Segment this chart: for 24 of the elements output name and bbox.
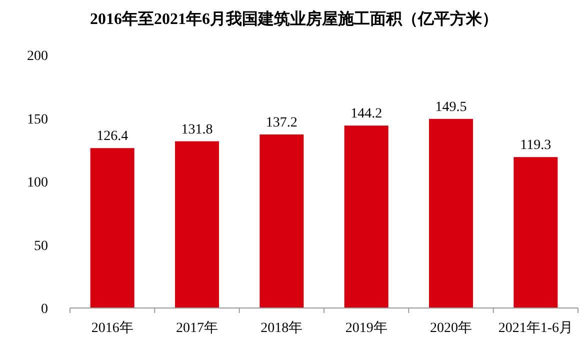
- bar: [428, 118, 474, 308]
- y-tick-label: 200: [27, 49, 48, 64]
- data-label: 144.2: [350, 106, 382, 122]
- chart-title: 2016年至2021年6月我国建筑业房屋施工面积（亿平方米）: [90, 9, 498, 28]
- bar: [260, 134, 304, 308]
- data-label: 131.8: [181, 122, 213, 138]
- y-tick-label: 50: [34, 238, 48, 254]
- data-label: 126.4: [96, 129, 128, 144]
- x-tick-label: 2021年1-6月: [498, 320, 574, 336]
- x-tick-label: 2017年: [176, 320, 218, 336]
- bar: [90, 148, 134, 308]
- x-tick-label: 2020年: [430, 320, 472, 336]
- x-tick-label: 2019年: [345, 320, 388, 336]
- x-tick-label: 2016年: [91, 320, 134, 336]
- data-label: 137.2: [266, 115, 298, 130]
- y-tick-label: 150: [27, 112, 48, 128]
- data-label: 119.3: [520, 138, 552, 154]
- bar: [344, 126, 388, 308]
- data-label: 149.5: [435, 100, 467, 115]
- bar: [174, 141, 220, 308]
- y-tick-label: 100: [27, 176, 48, 190]
- bar: [514, 157, 558, 308]
- x-tick-label: 2018年: [260, 320, 303, 336]
- y-tick-label: 0: [41, 302, 48, 317]
